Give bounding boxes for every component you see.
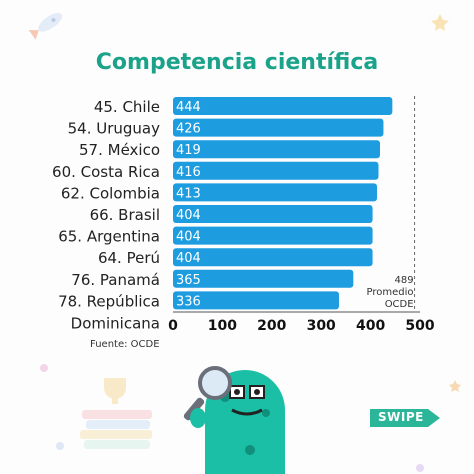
chart-title: Competencia científica bbox=[95, 50, 379, 75]
category-label-continued: Dominicana bbox=[71, 314, 160, 332]
bar-value-label: 413 bbox=[176, 186, 201, 201]
dot-decoration bbox=[56, 442, 64, 450]
swipe-label: SWIPE bbox=[378, 410, 424, 424]
bar bbox=[173, 97, 393, 115]
x-tick-label: 300 bbox=[307, 318, 336, 334]
bar bbox=[173, 118, 384, 137]
bar-value-label: 404 bbox=[176, 208, 201, 223]
bar-value-label: 365 bbox=[176, 273, 201, 288]
bar-value-label: 404 bbox=[176, 251, 201, 266]
trophy-icon bbox=[104, 378, 126, 404]
category-label: 64. Perú bbox=[98, 249, 160, 267]
category-label: 57. México bbox=[79, 141, 160, 159]
bar bbox=[173, 291, 339, 310]
reference-label: Promedio bbox=[367, 287, 414, 298]
x-tick-label: 400 bbox=[356, 318, 385, 334]
bar bbox=[173, 269, 354, 288]
category-label: 60. Costa Rica bbox=[52, 163, 160, 181]
bar-value-label: 426 bbox=[176, 122, 201, 137]
bar bbox=[173, 248, 373, 267]
category-label: 54. Uruguay bbox=[68, 120, 160, 138]
x-tick-label: 500 bbox=[405, 318, 434, 334]
bar-value-label: 336 bbox=[176, 294, 201, 309]
bar-value-label: 444 bbox=[176, 100, 201, 115]
category-label: 66. Brasil bbox=[90, 206, 160, 224]
dot-decoration bbox=[416, 464, 424, 472]
reference-label: 489 bbox=[394, 275, 413, 286]
bar-value-label: 404 bbox=[176, 230, 201, 245]
bar-value-label: 419 bbox=[176, 143, 201, 158]
category-label: 65. Argentina bbox=[58, 228, 160, 246]
mascot-with-magnifier bbox=[183, 366, 285, 474]
bar bbox=[173, 161, 379, 180]
x-tick-label: 200 bbox=[257, 318, 286, 334]
category-label: 62. Colombia bbox=[61, 184, 160, 202]
reference-label: OCDE bbox=[385, 299, 414, 310]
category-label: 45. Chile bbox=[94, 98, 160, 116]
source-note: Fuente: OCDE bbox=[90, 339, 160, 350]
bar bbox=[173, 205, 373, 223]
swipe-arrow-icon bbox=[370, 409, 440, 427]
bar bbox=[173, 183, 378, 202]
star-icon bbox=[449, 380, 461, 392]
swipe-badge[interactable]: SWIPE bbox=[370, 407, 442, 429]
star-icon bbox=[431, 14, 449, 31]
rocket-icon bbox=[28, 12, 63, 40]
bar bbox=[173, 226, 373, 245]
bar-value-label: 416 bbox=[176, 165, 201, 180]
x-tick-label: 100 bbox=[208, 318, 237, 334]
dot-decoration bbox=[40, 364, 48, 372]
books-icon bbox=[80, 410, 152, 449]
bar bbox=[173, 140, 380, 159]
category-label: 78. República bbox=[58, 292, 160, 310]
category-label: 76. Panamá bbox=[71, 271, 160, 289]
x-tick-label: 0 bbox=[168, 318, 178, 334]
